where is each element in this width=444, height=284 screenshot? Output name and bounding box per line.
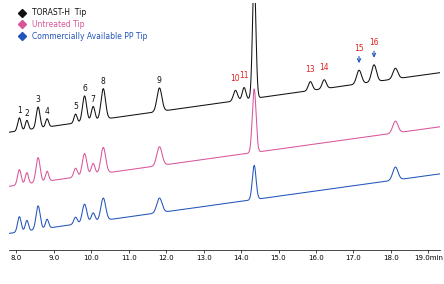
Text: 3: 3: [36, 95, 40, 104]
Text: 2: 2: [24, 108, 29, 118]
Legend: TORAST-H  Tip, Untreated Tip, Commercially Available PP Tip: TORAST-H Tip, Untreated Tip, Commerciall…: [13, 7, 149, 42]
Text: 6: 6: [82, 84, 87, 93]
Text: 10: 10: [230, 74, 240, 83]
Text: 14: 14: [319, 63, 329, 72]
Text: 8: 8: [101, 77, 106, 86]
Text: 13: 13: [305, 65, 315, 74]
Text: 7: 7: [91, 95, 95, 104]
Text: 4: 4: [45, 107, 50, 116]
Text: 11: 11: [239, 72, 249, 80]
Text: 1: 1: [17, 106, 22, 115]
Text: 9: 9: [157, 76, 162, 85]
Text: 15: 15: [354, 43, 364, 53]
Text: 5: 5: [73, 102, 78, 111]
Text: 16: 16: [369, 38, 379, 47]
